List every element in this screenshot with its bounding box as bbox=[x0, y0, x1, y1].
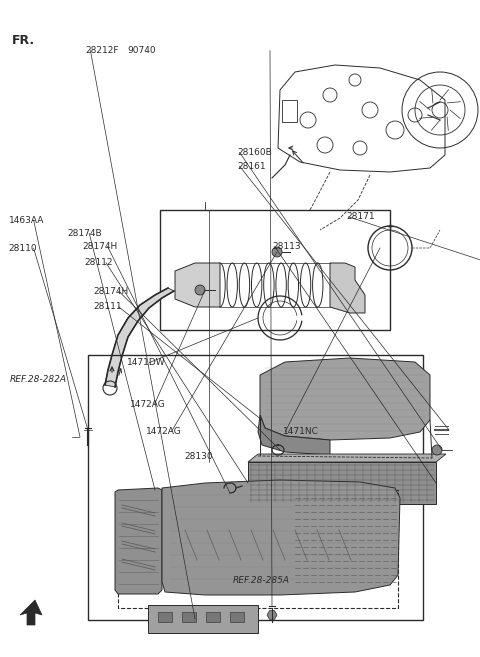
Polygon shape bbox=[105, 288, 174, 387]
Text: 28174H: 28174H bbox=[94, 286, 129, 296]
Text: 1463AA: 1463AA bbox=[9, 215, 44, 225]
Bar bbox=[182, 612, 196, 622]
Text: 1472AG: 1472AG bbox=[146, 427, 182, 436]
Text: REF.28-282A: REF.28-282A bbox=[10, 374, 67, 384]
Bar bbox=[248, 462, 436, 504]
Polygon shape bbox=[175, 263, 220, 307]
Circle shape bbox=[195, 285, 205, 295]
Text: 1471DW: 1471DW bbox=[127, 358, 166, 367]
Text: REF.28-285A: REF.28-285A bbox=[233, 576, 290, 585]
Bar bbox=[282, 100, 297, 122]
Bar bbox=[230, 612, 244, 622]
Text: 28174B: 28174B bbox=[67, 229, 102, 238]
Text: 1472AG: 1472AG bbox=[130, 399, 165, 409]
Text: 28112: 28112 bbox=[84, 258, 112, 267]
Bar bbox=[206, 612, 220, 622]
Polygon shape bbox=[258, 415, 330, 455]
Text: 28130: 28130 bbox=[185, 452, 214, 461]
Polygon shape bbox=[20, 600, 42, 625]
Polygon shape bbox=[267, 610, 277, 620]
Bar bbox=[148, 605, 258, 633]
Polygon shape bbox=[330, 263, 365, 313]
Text: 28161: 28161 bbox=[238, 162, 266, 171]
Bar bbox=[158, 612, 172, 622]
Text: 1471NC: 1471NC bbox=[283, 427, 319, 436]
Text: 28174H: 28174H bbox=[83, 242, 118, 251]
Polygon shape bbox=[115, 488, 162, 594]
Bar bbox=[118, 490, 398, 608]
Circle shape bbox=[432, 445, 442, 455]
Text: 28113: 28113 bbox=[273, 242, 301, 251]
Text: 28110: 28110 bbox=[9, 244, 37, 253]
Circle shape bbox=[272, 247, 282, 257]
Text: 28111: 28111 bbox=[94, 302, 122, 311]
Text: 28171: 28171 bbox=[347, 212, 375, 221]
Text: FR.: FR. bbox=[12, 34, 35, 47]
Text: 28160B: 28160B bbox=[238, 148, 272, 157]
Bar bbox=[88, 355, 423, 620]
Bar bbox=[160, 210, 390, 330]
Polygon shape bbox=[248, 454, 446, 462]
Text: 90740: 90740 bbox=[127, 46, 156, 55]
Text: 28212F: 28212F bbox=[85, 46, 119, 55]
Polygon shape bbox=[162, 480, 400, 595]
Polygon shape bbox=[260, 358, 430, 440]
